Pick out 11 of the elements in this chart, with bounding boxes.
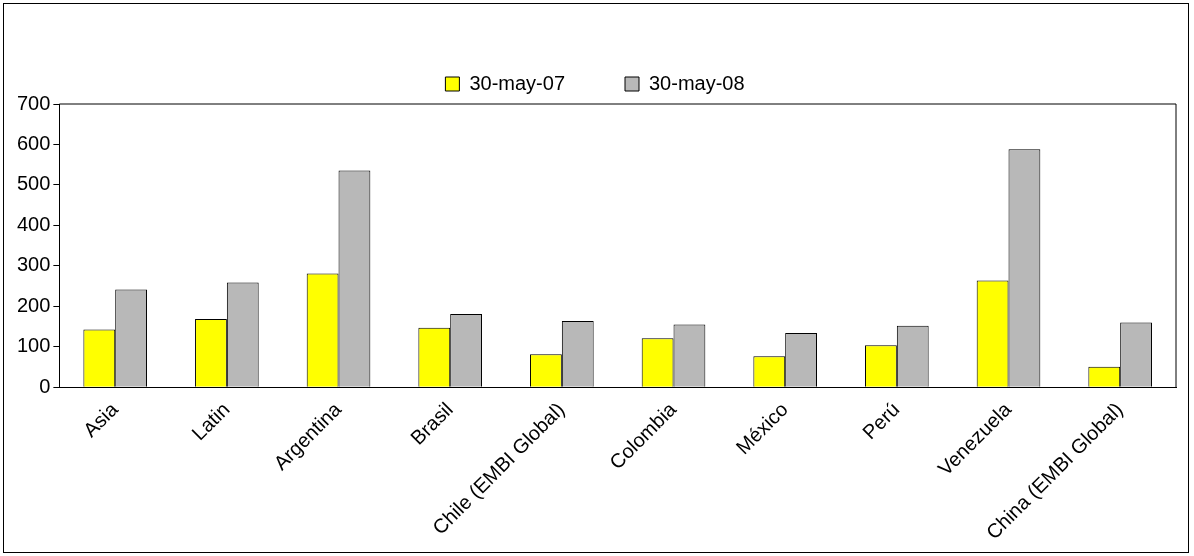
y-tick-label: 400 [16,212,51,235]
legend-label: 30-may-07 [469,71,566,94]
y-tick-label: 100 [16,334,51,357]
y-tick-label: 200 [16,293,51,316]
legend-label: 30-may-08 [649,71,745,94]
y-tick-label: 0 [39,374,51,397]
x-tick-label: Asia [78,397,123,442]
y-tick-label: 700 [16,91,51,114]
y-tick-label: 500 [16,172,51,195]
y-tick-label: 600 [16,131,51,154]
y-tick-label: 300 [16,253,51,276]
